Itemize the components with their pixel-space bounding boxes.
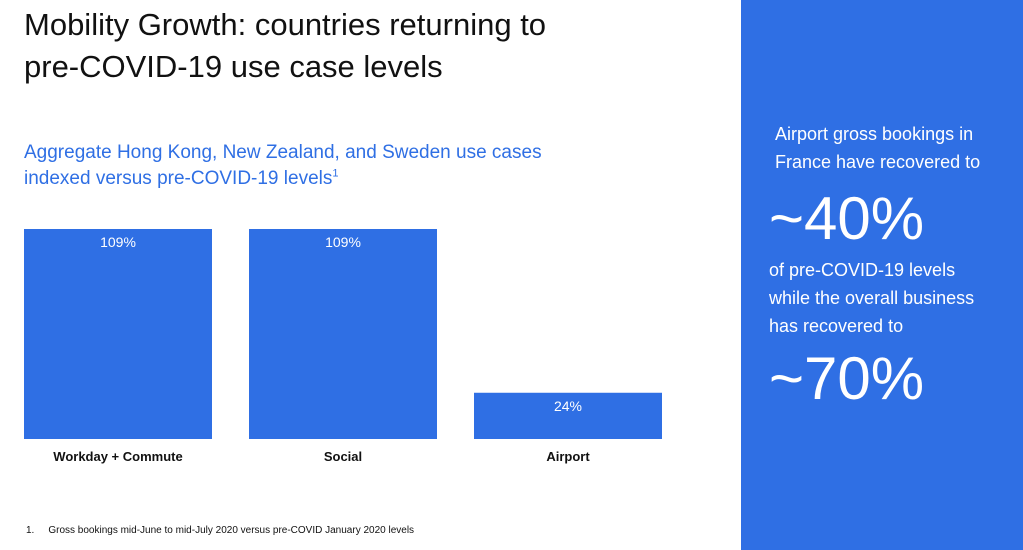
- bar-data-label: 109%: [325, 234, 361, 250]
- callout-stat-overall: ~70%: [769, 345, 925, 412]
- callout-line-1: Airport gross bookings in: [775, 124, 974, 144]
- footnote: 1. Gross bookings mid-June to mid-July 20…: [26, 525, 414, 536]
- footnote-marker: 1: [332, 167, 339, 180]
- page-title: Mobility Growth: countries returning to …: [24, 4, 704, 88]
- bar-workday-commute: [24, 229, 212, 439]
- title-line-2: pre-COVID-19 use case levels: [24, 49, 443, 84]
- callout-stat-airport: ~40%: [769, 185, 925, 252]
- footnote-number: 1.: [26, 525, 35, 536]
- callout-line-3: of pre-COVID-19 levels: [769, 260, 956, 280]
- callout-line-5: has recovered to: [769, 316, 904, 336]
- footnote-text: Gross bookings mid-June to mid-July 2020…: [48, 525, 415, 536]
- bar-data-label: 24%: [554, 398, 582, 414]
- bar-data-label: 109%: [100, 234, 136, 250]
- bar-airport: [474, 392, 662, 439]
- category-label: Airport: [546, 449, 590, 464]
- category-label: Workday + Commute: [53, 449, 182, 464]
- category-label: Social: [324, 449, 362, 464]
- callout-line-4: while the overall business: [769, 288, 975, 308]
- chart-title-line-2: indexed versus pre-COVID-19 levels: [24, 168, 333, 189]
- bar-social: [249, 229, 437, 439]
- chart-title: Aggregate Hong Kong, New Zealand, and Sw…: [24, 140, 704, 192]
- chart-title-line-1: Aggregate Hong Kong, New Zealand, and Sw…: [24, 142, 542, 163]
- bar-chart: 109% Workday + Commute 109% Social 24% Airpor…: [24, 229, 662, 464]
- title-line-1: Mobility Growth: countries returning to: [24, 7, 547, 42]
- callout-panel: Airport gross bookings in France have re…: [741, 0, 1023, 550]
- callout-line-2: France have recovered to: [775, 152, 981, 172]
